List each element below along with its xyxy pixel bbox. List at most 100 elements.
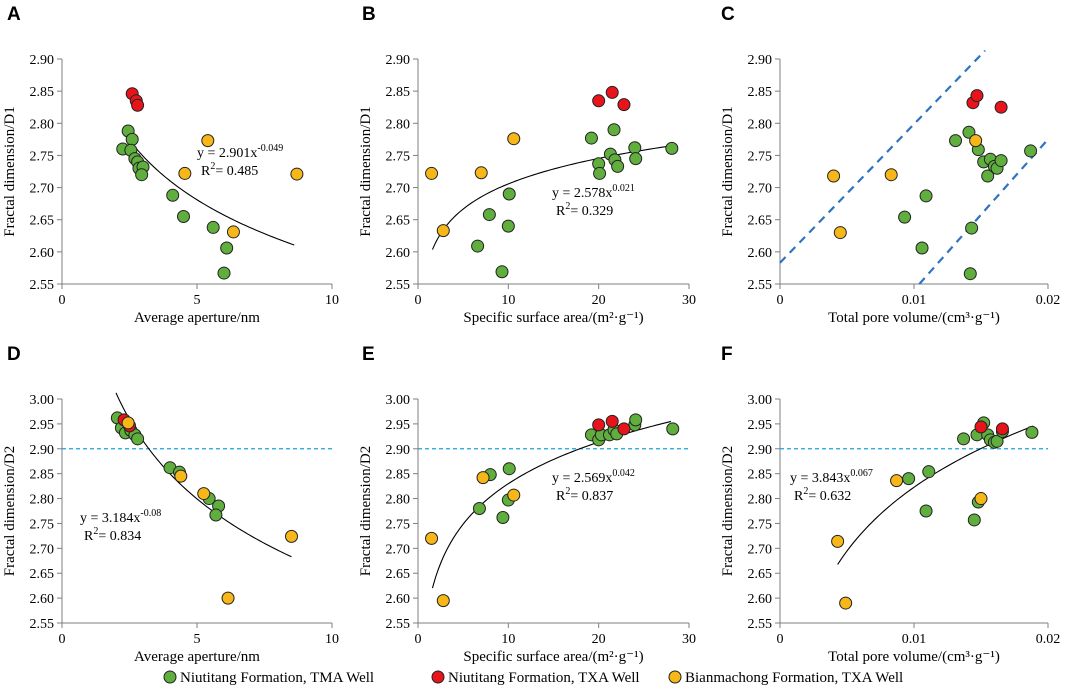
x-tick-label: 0: [59, 632, 66, 647]
x-tick-label: 0.01: [902, 293, 927, 308]
x-tick-label: 10: [325, 632, 339, 647]
y-tick-label: 2.95: [386, 418, 411, 433]
fit-equation: y = 3.843x0.067: [790, 468, 873, 486]
x-tick-label: 30: [682, 632, 696, 647]
r-squared-value: = 0.837: [570, 489, 613, 504]
data-point: [629, 152, 643, 166]
legend-marker: [668, 670, 682, 684]
chart-panel-d: D 2.55 2.60 2.65 2.70 2.75 2.80 2.85 2.90 2.95 3.0…: [2, 344, 339, 665]
data-point: [607, 123, 621, 137]
y-tick-label: 2.60: [30, 592, 55, 607]
data-point: [436, 224, 450, 238]
data-point: [502, 187, 516, 201]
fit-equation-base: y = 2.569x: [552, 471, 612, 486]
legend-marker: [163, 670, 177, 684]
y-tick-label: 3.00: [748, 393, 773, 408]
data-point: [425, 166, 439, 180]
data-point: [285, 529, 298, 543]
y-tick-label: 2.75: [386, 149, 411, 164]
data-point: [220, 241, 234, 255]
data-point: [476, 471, 490, 485]
y-tick-label: 2.70: [386, 542, 411, 557]
fit-equation-exponent: -0.08: [140, 508, 161, 519]
y-tick-label: 2.55: [386, 617, 411, 632]
r-squared-value: = 0.329: [570, 204, 613, 219]
data-point: [990, 434, 1004, 448]
data-point: [957, 432, 971, 446]
r-squared-value: = 0.485: [215, 164, 258, 179]
fit-equation-exponent: -0.049: [257, 143, 283, 154]
series-2: [425, 471, 521, 608]
data-point: [967, 513, 981, 527]
y-tick-label: 2.65: [748, 214, 773, 229]
data-point: [629, 413, 643, 427]
x-tick-label: 0.02: [1036, 632, 1061, 647]
y-tick-label: 2.90: [748, 443, 773, 458]
r-squared-value: = 0.632: [808, 489, 851, 504]
r-squared-value: = 0.834: [98, 529, 141, 544]
legend-label: Niutitang Formation, TMA Well: [180, 670, 374, 686]
fit-equation-exponent: 0.067: [850, 468, 873, 479]
y-tick-label: 2.90: [386, 443, 411, 458]
data-point: [474, 166, 488, 180]
y-axis-title: Fractal dimension/D2: [720, 446, 736, 576]
y-axis-title: Fractal dimension/D1: [358, 106, 374, 236]
data-point: [507, 132, 521, 146]
fit-equation: y = 2.901x-0.049: [197, 143, 283, 161]
panel-letter: A: [7, 4, 21, 25]
data-point: [974, 492, 988, 506]
y-tick-label: 2.85: [30, 468, 55, 483]
fit-equation-base: y = 3.843x: [790, 471, 850, 486]
data-point: [436, 594, 450, 608]
data-point: [125, 132, 139, 146]
data-point: [166, 188, 180, 202]
data-point: [831, 534, 845, 548]
y-tick-label: 2.85: [386, 85, 411, 100]
y-tick-label: 2.55: [748, 278, 773, 293]
y-tick-label: 2.75: [30, 517, 55, 532]
data-point: [666, 422, 680, 436]
r-squared-label: R: [201, 164, 211, 179]
y-tick-label: 2.70: [30, 542, 55, 557]
x-tick-label: 10: [325, 293, 339, 308]
x-axis-title: Specific surface area/(m²·g⁻¹): [463, 310, 643, 326]
legend: Niutitang Formation, TMA Well Niutitang F…: [163, 670, 903, 686]
fit-equation: y = 2.578x0.021: [552, 183, 635, 201]
x-tick-label: 0: [59, 293, 66, 308]
data-point: [496, 510, 510, 524]
fit-equation-base: y = 3.184x: [80, 511, 140, 526]
y-tick-label: 2.80: [30, 117, 55, 132]
fit-curve: [123, 132, 295, 246]
y-tick-label: 2.60: [748, 592, 773, 607]
y-tick-label: 3.00: [30, 393, 55, 408]
y-tick-label: 2.80: [748, 117, 773, 132]
y-tick-label: 2.60: [386, 246, 411, 261]
data-point: [1025, 425, 1039, 439]
y-tick-label: 2.85: [386, 468, 411, 483]
y-tick-label: 2.55: [748, 617, 773, 632]
data-point: [121, 416, 135, 430]
data-point: [290, 167, 304, 181]
y-tick-label: 2.70: [30, 182, 55, 197]
series-1: [592, 85, 631, 112]
y-tick-label: 2.90: [748, 53, 773, 68]
y-tick-label: 2.80: [748, 493, 773, 508]
series-1: [125, 87, 145, 112]
data-point: [206, 220, 220, 234]
data-point: [628, 141, 642, 155]
series-0: [472, 413, 680, 524]
fit-curve: [837, 425, 1034, 565]
y-tick-label: 2.70: [748, 182, 773, 197]
x-tick-label: 10: [501, 293, 515, 308]
x-tick-label: 0.01: [902, 632, 927, 647]
y-tick-label: 2.80: [30, 493, 55, 508]
x-axis-title: Average aperture/nm: [134, 310, 260, 326]
y-axis-title: Fractal dimension/D2: [358, 446, 374, 576]
panel-letter: F: [721, 344, 733, 365]
y-tick-label: 2.60: [748, 246, 773, 261]
chart-panel-e: E 2.55 2.60 2.65 2.70 2.75 2.80 2.85 2.90 2.95 3.0…: [358, 344, 696, 665]
x-axis-title: Specific surface area/(m²·g⁻¹): [463, 649, 643, 665]
y-tick-label: 2.70: [748, 542, 773, 557]
y-tick-label: 2.85: [748, 468, 773, 483]
y-tick-label: 2.65: [30, 567, 55, 582]
